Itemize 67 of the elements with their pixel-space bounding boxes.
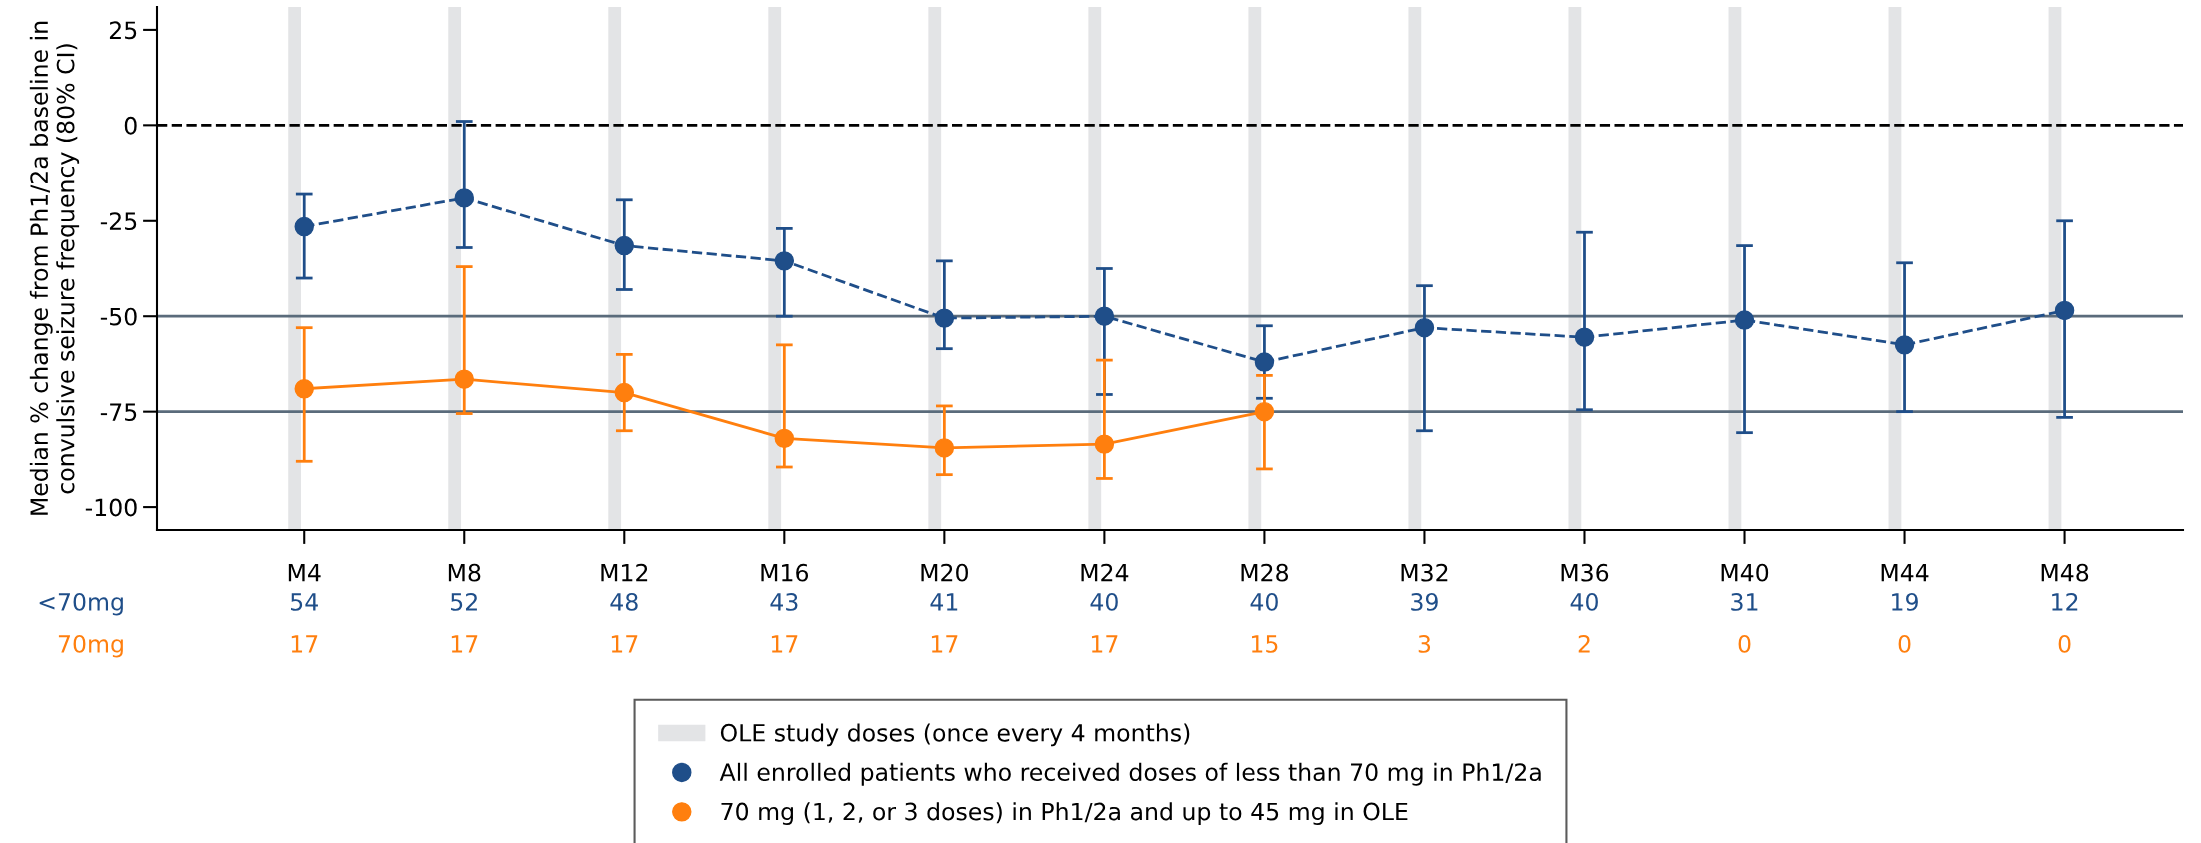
- x-tick-label: M12: [601, 563, 648, 582]
- text: 54: [291, 593, 318, 611]
- x-tick-label: M32: [1401, 563, 1448, 582]
- point: [1574, 327, 1595, 347]
- x-tick-label: M20: [921, 563, 968, 582]
- legend-label: 70 mg (1, 2, or 3 doses) in Ph1/2a and up to 45 mg in OLE: [721, 802, 1408, 826]
- x-tick-label: M4: [288, 564, 321, 582]
- y-axis-title: Median % change from Ph1/2a baseline in convulsive seizure frequency (80% CI): [29, 21, 80, 515]
- legend-label: All enrolled patients who received doses of less than 70 mg in Ph1/2a: [719, 762, 1541, 786]
- text: 70mg: [58, 634, 123, 658]
- point: [1094, 306, 1115, 326]
- point: [774, 428, 795, 449]
- point: [934, 308, 955, 328]
- text: 39: [1411, 592, 1438, 611]
- text: 17: [931, 635, 958, 653]
- text: 17: [1091, 635, 1118, 653]
- x-tick-label: M16: [761, 563, 809, 582]
- x-tick-label: M48: [2041, 563, 2089, 582]
- point: [294, 216, 314, 237]
- text: 31: [1731, 592, 1758, 611]
- y-tick-label: -25: [100, 212, 137, 231]
- text: 17: [451, 635, 478, 653]
- y-tick-label: -100: [85, 498, 137, 517]
- point: [1734, 310, 1755, 330]
- point: [2054, 300, 2075, 321]
- x-tick-label: M24: [1081, 563, 1129, 582]
- point: [294, 379, 314, 399]
- y-tick-label: -75: [100, 403, 137, 421]
- text: 48: [610, 592, 638, 611]
- point: [454, 369, 474, 389]
- text: 17: [611, 635, 638, 653]
- text: 15: [1251, 635, 1278, 653]
- point: [774, 251, 795, 271]
- text: 3: [1418, 634, 1431, 653]
- text: 12: [2052, 592, 2078, 611]
- text: 2: [1578, 634, 1590, 653]
- x-tick-label: M36: [1561, 563, 1609, 582]
- text: 0: [2058, 634, 2071, 653]
- text: 0: [1738, 634, 1751, 653]
- text: 40: [1090, 592, 1118, 611]
- x-tick-label: M44: [1881, 564, 1929, 582]
- text: <70mg: [39, 592, 123, 616]
- point: [1254, 401, 1275, 422]
- x-tick-label: M40: [1721, 563, 1769, 582]
- text: 17: [291, 635, 318, 653]
- point: [934, 438, 955, 458]
- text: 43: [770, 592, 798, 611]
- x-tick-label: M8: [448, 563, 481, 582]
- point: [1414, 317, 1435, 338]
- x-tick-label: M28: [1241, 563, 1289, 582]
- point: [614, 382, 635, 403]
- point: [1254, 352, 1275, 372]
- text: 0: [1898, 634, 1911, 653]
- text: 40: [1250, 592, 1278, 611]
- text: 52: [451, 592, 477, 611]
- text: 19: [1892, 592, 1918, 611]
- point: [1894, 335, 1915, 355]
- text: 41: [930, 593, 958, 611]
- point: [1094, 434, 1115, 454]
- y-tick-label: -50: [100, 307, 137, 326]
- y-tick-label: 0: [124, 116, 137, 135]
- text: 17: [771, 635, 798, 653]
- point: [614, 235, 635, 256]
- y-tick-label: 25: [109, 21, 137, 40]
- text: 40: [1570, 592, 1598, 611]
- point: [454, 188, 474, 208]
- legend-label: OLE study doses (once every 4 months): [720, 723, 1190, 747]
